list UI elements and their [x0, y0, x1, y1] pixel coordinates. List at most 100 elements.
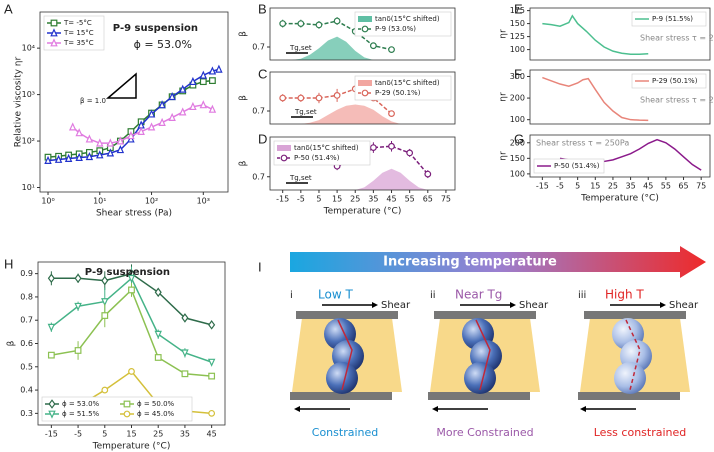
x-tick-label: 75: [441, 195, 451, 204]
plot-frame: [269, 71, 456, 125]
legend-label: P-29 (50.1%): [375, 89, 421, 97]
plate: [584, 311, 686, 319]
y-axis-label: ηr: [499, 151, 509, 161]
legend-box: [41, 396, 193, 422]
x-tick-label: 25: [153, 430, 163, 439]
annotation: Tg,set: [294, 108, 317, 116]
x-tick-label: 10⁰: [41, 197, 54, 206]
diagram: I Increasing temperature i Low T Shear C…: [258, 246, 706, 439]
marker: [96, 138, 104, 147]
plot-frame: [269, 7, 456, 61]
y-tick-label: 200: [510, 138, 525, 147]
marker: [208, 372, 216, 380]
y-tick-label: 100: [510, 45, 525, 54]
y-tick-label: 0.7: [252, 107, 265, 116]
legend-label: tanδ(15°C shifted): [375, 15, 440, 23]
arrowhead: [294, 406, 300, 412]
panel-label: E: [514, 1, 523, 16]
marker: [85, 151, 94, 161]
y-tick-label: 150: [510, 19, 525, 28]
shear-label: Shear: [519, 300, 549, 311]
legend-label: ϕ = 53.0%: [62, 400, 100, 408]
legend-label: tanδ(15°C shifted): [294, 144, 359, 152]
panel-label: C: [258, 66, 267, 81]
y-tick-label: 175: [510, 6, 525, 15]
marker: [199, 100, 208, 109]
marker: [208, 409, 216, 417]
marker: [128, 368, 135, 375]
temperature-arrow: [290, 246, 706, 278]
legend-label: T= -5°C: [63, 19, 92, 27]
marker: [181, 313, 189, 323]
x-tick-label: 65: [423, 195, 433, 204]
marker: [85, 134, 94, 143]
x-tick-label: 15: [590, 182, 600, 191]
force-chain: [475, 319, 491, 391]
marker: [181, 370, 189, 378]
area: [291, 36, 374, 60]
marker: [50, 19, 58, 27]
marker: [280, 154, 288, 162]
marker: [297, 20, 305, 28]
y-axis-label: ηr: [499, 29, 509, 39]
x-tick-label: 45: [207, 430, 217, 439]
plot-frame: [39, 11, 229, 193]
x-tick-label: 65: [678, 182, 688, 191]
marker: [68, 122, 77, 131]
marker: [75, 128, 83, 137]
annotation: β = 1.0: [80, 97, 106, 105]
marker: [48, 410, 56, 419]
state-index: ii: [430, 290, 436, 301]
marker: [47, 273, 55, 284]
slope-triangle: [105, 72, 137, 99]
plate: [296, 311, 398, 319]
plot-frame: [269, 136, 456, 191]
legend-swatch: [358, 16, 372, 22]
marker: [333, 91, 341, 99]
marker: [189, 101, 197, 111]
area: [300, 104, 401, 124]
annotation: Shear stress τ = 250Pa: [640, 96, 714, 105]
plate: [428, 392, 530, 400]
x-tick-label: 15: [126, 430, 136, 439]
marker: [406, 149, 414, 157]
y-tick-label: 150: [510, 154, 525, 163]
marker: [96, 150, 104, 159]
series-line: [542, 76, 649, 122]
y-tick-label: 200: [510, 94, 525, 103]
x-tick-label: 55: [661, 182, 671, 191]
force-chain: [337, 319, 353, 391]
legend-label: T= 35°C: [63, 39, 94, 47]
y-axis-label: Relative viscosity ηr: [14, 56, 24, 147]
state-caption: Constrained: [312, 426, 378, 439]
y-tick-label: 10⁴: [22, 44, 35, 53]
y-tick-label: 10³: [22, 90, 35, 99]
marker: [147, 109, 156, 118]
marker: [47, 323, 56, 332]
plate: [578, 392, 680, 400]
y-axis-label: ηr: [499, 92, 509, 102]
y-axis-label: β: [239, 31, 249, 37]
marker: [154, 330, 162, 339]
x-tick-label: 75: [696, 182, 706, 191]
marker: [116, 136, 125, 145]
marker: [106, 148, 115, 157]
shear-label: Shear: [381, 300, 411, 311]
marker: [50, 38, 58, 47]
marker: [123, 400, 131, 408]
legend-label: ϕ = 45.0%: [137, 410, 175, 418]
y-tick-label: 0.4: [20, 386, 33, 395]
marker: [388, 46, 395, 53]
series-line: [47, 79, 213, 158]
y-tick-label: 0.5: [20, 362, 33, 371]
marker: [74, 302, 82, 311]
legend-swatch: [358, 80, 372, 86]
legend-label: ϕ = 51.5%: [62, 410, 100, 418]
marker: [209, 77, 216, 85]
panel-label: B: [258, 1, 267, 16]
arrowhead: [580, 406, 586, 412]
marker: [297, 94, 305, 102]
marker: [154, 354, 162, 361]
x-tick-label: 45: [386, 195, 396, 204]
